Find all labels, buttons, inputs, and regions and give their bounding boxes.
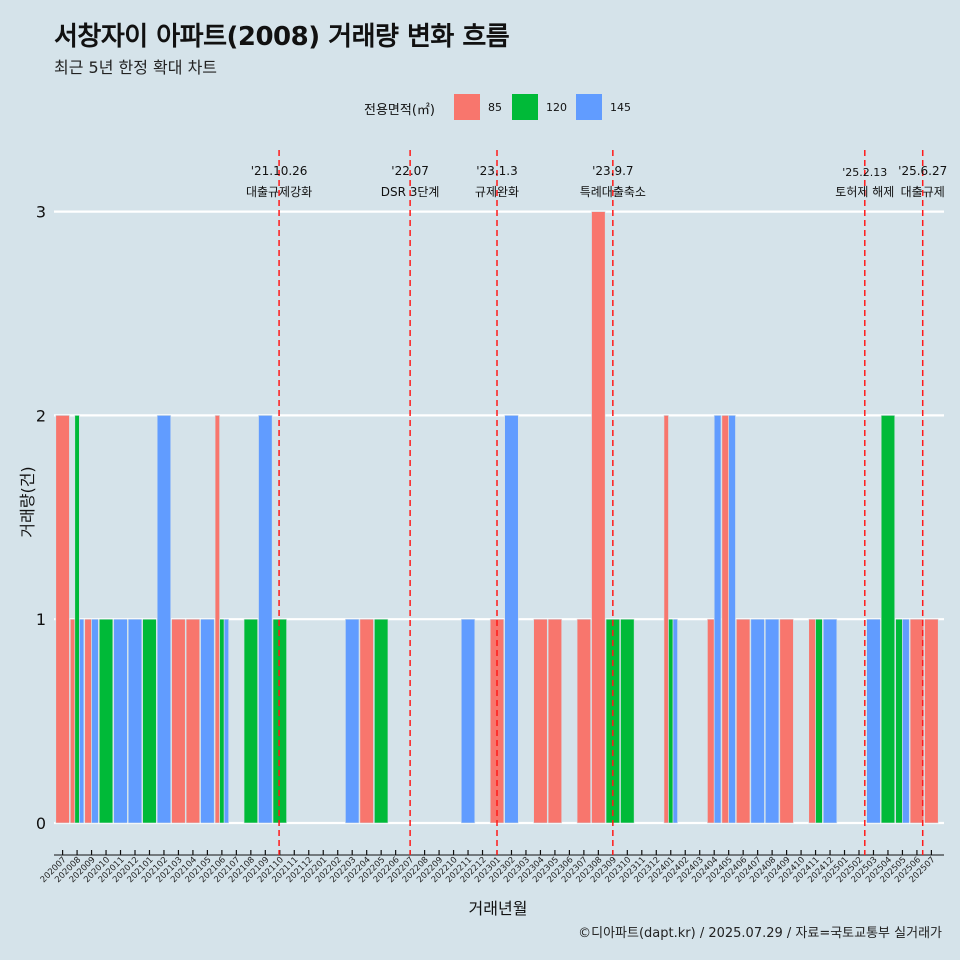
legend-swatch-145 [576, 94, 602, 120]
bar-202009-85 [84, 618, 92, 824]
bar-202109-145 [258, 415, 273, 824]
bar-202505-145 [902, 618, 910, 824]
bar-202203-145 [345, 618, 360, 824]
legend: 전용면적(㎡) 85 120 145 [0, 92, 960, 122]
bar-202205-120 [374, 618, 389, 824]
bar-202411-120 [815, 618, 823, 824]
bar-202106-85 [214, 415, 220, 824]
legend-title: 전용면적(㎡) [364, 103, 435, 118]
event-label: 규제완화 [475, 185, 519, 199]
bar-202505-120 [895, 618, 903, 824]
bar-202011-145 [113, 618, 128, 824]
bar-202106-120 [219, 618, 225, 824]
bar-202308-85 [591, 211, 606, 824]
bar-202404-85 [707, 618, 715, 824]
chart-subtitle: 최근 5년 한정 확대 차트 [54, 58, 218, 77]
bar-202105-145 [200, 618, 215, 824]
event-date-label: '25.2.13 [842, 166, 887, 179]
event-label: 특례대출축소 [580, 185, 646, 199]
event-label: 대출규제 [901, 185, 945, 199]
legend-swatch-85 [454, 94, 480, 120]
source-caption: ©디아파트(dapt.kr) / 2025.07.29 / 자료=국토교통부 실… [578, 926, 942, 941]
bar-202404-145 [713, 415, 722, 824]
bar-202503-145 [866, 618, 881, 824]
bar-202012-145 [127, 618, 143, 824]
legend-label-145: 145 [610, 101, 631, 114]
bar-202506-85 [909, 618, 925, 824]
bar-202409-85 [779, 618, 794, 824]
bar-202412-145 [822, 618, 838, 824]
y-tick-label: 0 [36, 814, 46, 833]
bar-202010-120 [98, 618, 114, 824]
event-label: 토허제 해제 [835, 185, 894, 199]
event-date-label: '23.9.7 [592, 164, 633, 178]
bar-202106-145 [223, 618, 229, 824]
bar-202007-85 [55, 415, 70, 824]
bar-202310-120 [620, 618, 635, 824]
bar-202401-85 [663, 415, 669, 824]
event-date-label: '21.10.26 [251, 164, 308, 178]
bar-202302-145 [504, 415, 519, 824]
bar-202504-120 [880, 415, 896, 824]
bar-202405-145 [728, 415, 736, 824]
bar-202401-145 [672, 618, 678, 824]
y-tick-label: 3 [36, 203, 46, 222]
bar-202008-85 [69, 618, 76, 824]
y-axis-title: 거래량(건) [18, 466, 37, 537]
event-date-label: '23.1.3 [476, 164, 517, 178]
bar-202405-85 [721, 415, 729, 824]
chart-title: 서창자이 아파트(2008) 거래량 변화 흐름 [54, 22, 510, 52]
bar-202009-145 [91, 618, 99, 824]
bar-202507-85 [924, 618, 939, 824]
bar-202104-85 [185, 618, 201, 824]
y-tick-label: 1 [36, 610, 46, 629]
bar-202211-145 [460, 618, 476, 824]
bar-202101-120 [142, 618, 157, 824]
bar-202305-85 [547, 618, 563, 824]
legend-label-85: 85 [488, 101, 502, 114]
bar-202406-85 [736, 618, 751, 824]
event-date-label: '22.07 [391, 164, 429, 178]
bar-202103-85 [171, 618, 186, 824]
bar-202411-85 [808, 618, 816, 824]
x-axis-title: 거래년월 [469, 899, 528, 918]
legend-label-120: 120 [546, 101, 567, 114]
bar-202108-120 [243, 618, 258, 824]
bar-202408-145 [765, 618, 780, 824]
bar-202008-120 [74, 415, 80, 824]
bar-202407-145 [750, 618, 765, 824]
event-label: 대출규제강화 [246, 185, 312, 199]
bar-202307-85 [576, 618, 591, 824]
event-label: DSR 3단계 [381, 185, 440, 199]
bar-202304-85 [533, 618, 548, 824]
bar-202401-120 [668, 618, 674, 824]
bar-202008-145 [79, 618, 85, 824]
event-date-label: '25.6.27 [898, 164, 947, 178]
bar-202102-145 [156, 415, 172, 824]
bar-202204-85 [359, 618, 374, 824]
legend-swatch-120 [512, 94, 538, 120]
y-tick-label: 2 [36, 406, 46, 425]
